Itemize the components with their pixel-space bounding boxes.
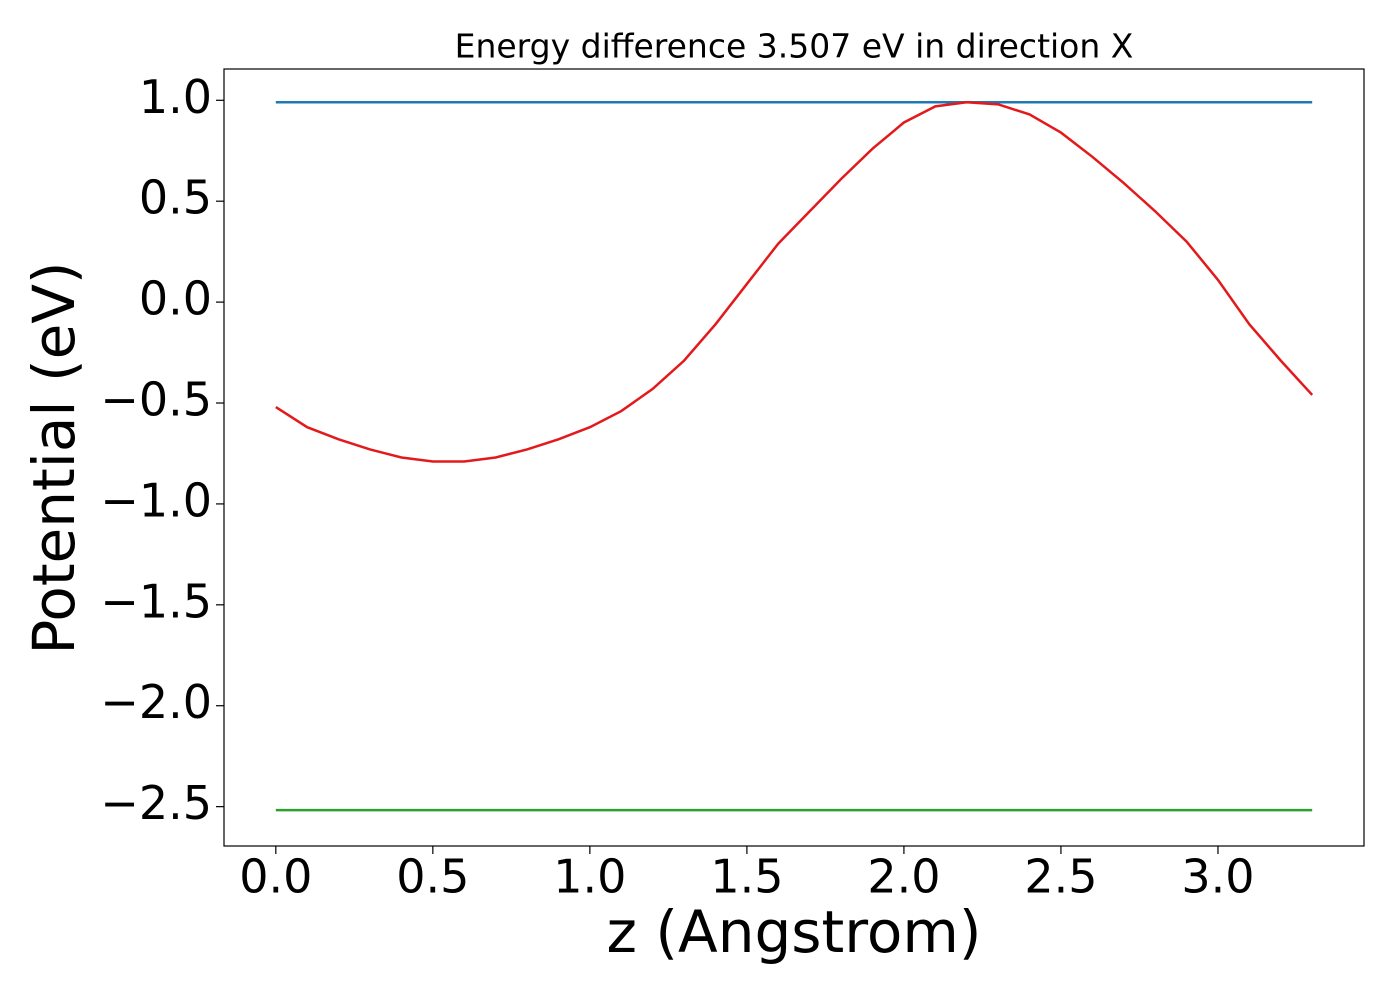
y-tick-label: −1.5 [100,574,212,628]
x-tick-label: 1.5 [710,850,783,904]
plot-area [275,101,1314,812]
x-tick-label: 3.0 [1181,850,1254,904]
x-axis-label: z (Angstrom) [607,898,982,966]
y-tick-label: −0.5 [100,373,212,427]
y-tick-label: −2.0 [100,675,212,729]
y-tick-label: 1.0 [139,70,212,124]
x-tick-label: 0.5 [396,850,469,904]
axes-frame [223,68,1365,847]
x-tick-label: 0.0 [239,850,312,904]
y-tick-label: 0.5 [139,171,212,225]
y-tick-label: −2.5 [100,776,212,830]
x-tick-label: 1.0 [553,850,626,904]
y-tick-label: −1.0 [100,473,212,527]
x-tick-label: 2.0 [867,850,940,904]
y-axis-label: Potential (eV) [20,261,88,654]
data-line [275,101,1314,463]
y-tick-label: 0.0 [139,272,212,326]
x-tick-label: 2.5 [1024,850,1097,904]
chart-title: Energy difference 3.507 eV in direction … [455,27,1134,66]
